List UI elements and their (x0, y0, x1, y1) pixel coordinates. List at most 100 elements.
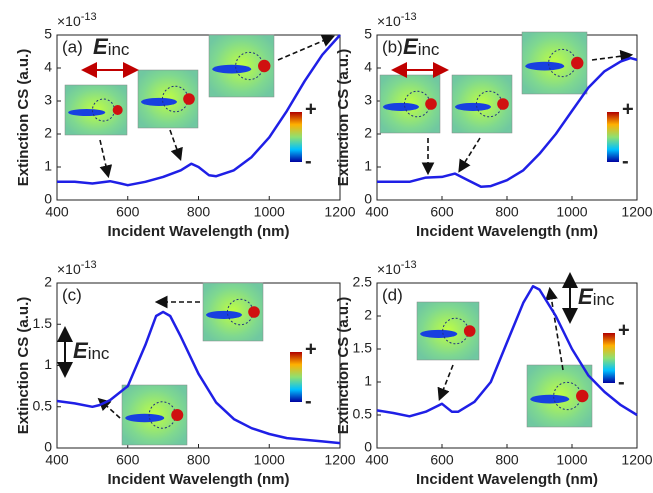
x-tick-label: 1200 (324, 452, 355, 468)
inset-rod (125, 413, 165, 423)
x-axis-label: Incident Wavelength (nm) (416, 223, 598, 240)
field-label: Einc (93, 34, 130, 60)
x-axis-label: Incident Wavelength (nm) (108, 223, 290, 240)
arrow (99, 139, 113, 179)
y-tick-label: 0 (364, 191, 372, 207)
inset-hotspot (183, 93, 195, 105)
y-tick-label: 2 (44, 274, 52, 290)
arrow (97, 397, 121, 419)
y-tick-label: 4 (364, 59, 372, 75)
inset-hotspot (425, 98, 437, 110)
inset-hotspot (171, 409, 184, 421)
y-tick-label: 3 (44, 92, 52, 108)
colorbar-label: + (618, 319, 630, 341)
x-tick-label: 1200 (621, 204, 652, 220)
x-tick-label: 400 (45, 204, 69, 220)
colorbar (290, 352, 302, 402)
y-tick-label: 0.5 (33, 397, 53, 413)
y-tick-label: 0 (44, 439, 52, 455)
field-label: Einc (403, 34, 440, 60)
y-tick-label: 0.5 (353, 406, 373, 422)
inset-rod (455, 102, 491, 111)
x-tick-label: 800 (187, 452, 211, 468)
inset-hotspot (576, 389, 589, 403)
data-line (376, 285, 638, 418)
inset-rod (212, 64, 252, 74)
multiplier: ×10-13 (57, 11, 97, 29)
panel-label: (a) (62, 37, 83, 56)
inset-rod (420, 329, 458, 338)
colorbar-label: + (622, 98, 634, 120)
y-tick-label: 1 (44, 158, 52, 174)
arrow (277, 34, 335, 61)
data-line (377, 56, 638, 189)
y-axis-label: Extinction CS (a.u.) (335, 49, 352, 187)
panel: 400 600 800 1000 1200 0 1 2 3 4 5 Incident Waveleng… (335, 11, 653, 240)
x-tick-label: 400 (45, 452, 69, 468)
colorbar-label: + (305, 98, 317, 120)
panel: 400 600 800 1000 1200 0 1 2 3 4 5 Incident Waveleng… (15, 11, 356, 240)
y-tick-label: 1 (44, 356, 52, 372)
x-tick-label: 400 (365, 452, 389, 468)
y-tick-label: 2 (364, 307, 372, 323)
field-label: Einc (73, 338, 110, 364)
colorbar-label: - (305, 150, 312, 172)
inset-rod (383, 102, 419, 111)
panel: 400 600 800 1000 1200 0 0.5 1 1.5 2 2.5 Incident Wa… (335, 259, 653, 488)
y-tick-label: 0 (44, 191, 52, 207)
colorbar-label: - (305, 390, 312, 412)
x-tick-label: 800 (495, 204, 519, 220)
y-axis-label: Extinction CS (a.u.) (335, 297, 352, 435)
y-axis-label: Extinction CS (a.u.) (15, 297, 32, 435)
arrow (458, 137, 481, 173)
x-tick-label: 1200 (324, 204, 355, 220)
multiplier: ×10-13 (377, 259, 417, 277)
x-tick-label: 600 (430, 452, 454, 468)
y-tick-label: 2 (44, 125, 52, 141)
y-tick-label: 3 (364, 92, 372, 108)
y-tick-label: 2 (364, 125, 372, 141)
colorbar-label: - (618, 371, 625, 393)
y-tick-label: 5 (364, 26, 372, 42)
panel-label: (d) (382, 285, 403, 304)
field-label: Einc (578, 284, 615, 310)
panel: 400 600 800 1000 1200 0 0.5 1 1.5 2 Incident Wavel… (15, 259, 356, 488)
multiplier: ×10-13 (377, 11, 417, 29)
data-line (57, 34, 341, 187)
x-tick-label: 1000 (254, 452, 285, 468)
y-tick-label: 5 (44, 26, 52, 42)
x-tick-label: 1000 (556, 204, 587, 220)
inset-hotspot (463, 325, 476, 337)
y-tick-label: 1 (364, 158, 372, 174)
colorbar (607, 112, 619, 162)
arrow (591, 49, 634, 63)
inset-hotspot (112, 105, 123, 115)
multiplier: ×10-13 (57, 259, 97, 277)
colorbar-label: - (622, 150, 629, 172)
colorbar (290, 112, 302, 162)
inset-hotspot (497, 98, 509, 110)
arrow (545, 286, 564, 371)
y-tick-label: 0 (364, 439, 372, 455)
inset-rod (68, 109, 106, 116)
inset-hotspot (258, 59, 271, 73)
arrow (437, 364, 454, 401)
y-tick-label: 1.5 (33, 315, 53, 331)
inset-rod (525, 61, 565, 71)
panel-label: (b) (382, 37, 403, 56)
colorbar-label: + (305, 338, 317, 360)
x-tick-label: 600 (116, 204, 140, 220)
inset-rod (206, 310, 242, 319)
panel-label: (c) (62, 285, 82, 304)
data-line (56, 310, 341, 445)
x-tick-label: 800 (187, 204, 211, 220)
x-axis-label: Incident Wavelength (nm) (416, 471, 598, 488)
x-tick-label: 1000 (556, 452, 587, 468)
y-tick-label: 1 (364, 373, 372, 389)
inset-rod (530, 394, 570, 404)
y-axis-label: Extinction CS (a.u.) (15, 49, 32, 187)
y-tick-label: 2.5 (353, 274, 373, 290)
x-tick-label: 600 (116, 452, 140, 468)
x-axis-label: Incident Wavelength (nm) (108, 471, 290, 488)
